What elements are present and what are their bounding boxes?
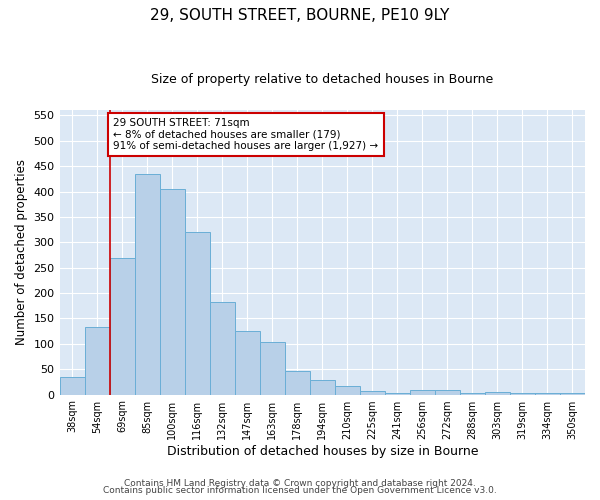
Bar bbox=[185, 232, 209, 394]
Y-axis label: Number of detached properties: Number of detached properties bbox=[15, 160, 28, 346]
Bar bbox=[385, 392, 410, 394]
Bar bbox=[85, 327, 110, 394]
Bar bbox=[134, 174, 160, 394]
Bar bbox=[510, 392, 535, 394]
Text: Contains public sector information licensed under the Open Government Licence v3: Contains public sector information licen… bbox=[103, 486, 497, 495]
Bar bbox=[360, 391, 385, 394]
Bar bbox=[285, 370, 310, 394]
Bar bbox=[560, 392, 585, 394]
Bar bbox=[59, 377, 85, 394]
Bar bbox=[435, 390, 460, 394]
Bar bbox=[460, 392, 485, 394]
Bar bbox=[310, 380, 335, 394]
Bar bbox=[110, 258, 134, 394]
Bar bbox=[410, 390, 435, 394]
X-axis label: Distribution of detached houses by size in Bourne: Distribution of detached houses by size … bbox=[167, 444, 478, 458]
Bar bbox=[160, 189, 185, 394]
Bar bbox=[235, 330, 260, 394]
Text: 29 SOUTH STREET: 71sqm
← 8% of detached houses are smaller (179)
91% of semi-det: 29 SOUTH STREET: 71sqm ← 8% of detached … bbox=[113, 118, 379, 151]
Bar bbox=[260, 342, 285, 394]
Text: Contains HM Land Registry data © Crown copyright and database right 2024.: Contains HM Land Registry data © Crown c… bbox=[124, 478, 476, 488]
Title: Size of property relative to detached houses in Bourne: Size of property relative to detached ho… bbox=[151, 72, 493, 86]
Bar bbox=[209, 302, 235, 394]
Bar bbox=[535, 392, 560, 394]
Bar bbox=[485, 392, 510, 394]
Bar bbox=[335, 386, 360, 394]
Text: 29, SOUTH STREET, BOURNE, PE10 9LY: 29, SOUTH STREET, BOURNE, PE10 9LY bbox=[151, 8, 449, 22]
